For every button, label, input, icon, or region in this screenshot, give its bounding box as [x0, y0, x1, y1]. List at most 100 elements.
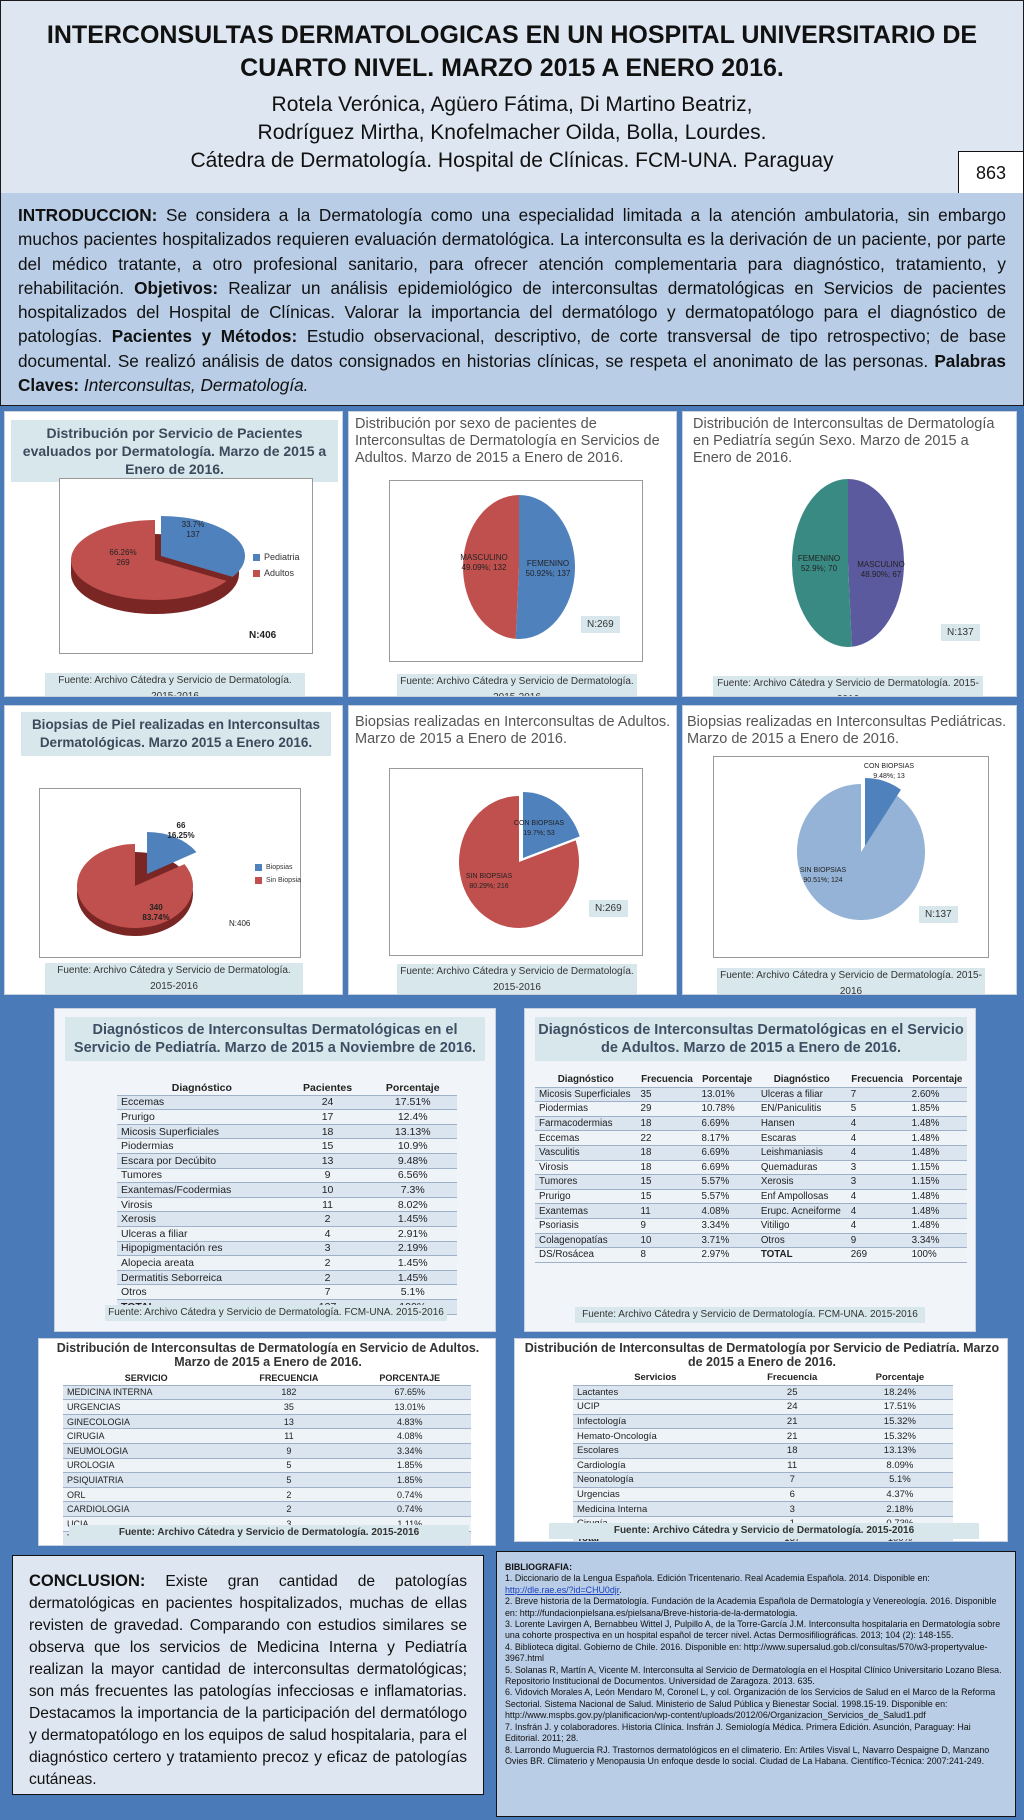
table-cell: 15.32%: [846, 1414, 953, 1430]
table-cell: 2: [286, 1211, 369, 1227]
table-row: Colagenopatías 10 3.71% Otros 9 3.34%: [535, 1233, 967, 1249]
table-cell: 15: [636, 1189, 698, 1205]
table-cell: 2: [229, 1487, 349, 1503]
reference-item: 8. Larrondo Muguercia RJ. Trastornos der…: [505, 1744, 990, 1766]
table-cell: 17: [286, 1109, 369, 1125]
legend-label: Biopsias: [266, 864, 293, 871]
table-cell: Psoriasis: [535, 1218, 637, 1234]
table-cell: Alopecia areata: [117, 1255, 287, 1271]
table-cell: 1.15%: [907, 1160, 967, 1176]
table-cell: 4: [846, 1218, 908, 1234]
table-cell: 17.51%: [368, 1095, 457, 1111]
reference-link[interactable]: http://dle.rae.es/?id=CHU0djr: [505, 1584, 620, 1595]
table-cell: 3: [737, 1501, 847, 1517]
table-cell: Piodermias: [117, 1138, 287, 1154]
table-cell: 4: [846, 1203, 908, 1219]
pie-slice-label: CON BIOPSIAS 9.48%; 13: [863, 763, 915, 780]
table-cell: 4.83%: [348, 1414, 471, 1430]
pie-chart-panel-biopsias-adultos: Biopsias realizadas en Interconsultas de…: [348, 705, 677, 995]
table-cell: 9.48%: [368, 1153, 457, 1169]
table-cell: 8.02%: [368, 1197, 457, 1213]
table-cell: 6.56%: [368, 1168, 457, 1184]
table-row: Vasculitis 18 6.69% Leishmaniasis 4 1.48%: [535, 1145, 967, 1161]
chart-n-label: N:137: [941, 624, 980, 641]
bibliography-heading: BIBLIOGRAFIA:: [505, 1562, 573, 1572]
table-cell: 18: [286, 1124, 369, 1140]
poster-number: 863: [958, 151, 1024, 195]
table-cell: 9: [286, 1168, 369, 1184]
reference-text: 1. Diccionario de la Lengua Española. Ed…: [505, 1573, 930, 1584]
table-cell: Exantemas/Fcodermias: [117, 1182, 287, 1198]
methods-label: Pacientes y Métodos:: [111, 326, 298, 347]
table-cell: 22: [636, 1130, 698, 1146]
pie-chart: [792, 479, 905, 647]
chart-title: Distribución por Servicio de Pacientes e…: [11, 420, 338, 482]
table-cell: 25: [737, 1385, 847, 1401]
table-cell: 8: [636, 1247, 698, 1263]
pie-chart-panel-servicio: Distribución por Servicio de Pacientes e…: [4, 411, 343, 697]
chart-title: Distribución de Interconsultas de Dermat…: [693, 416, 995, 466]
table-cell: Virosis: [117, 1197, 287, 1213]
table-cell: 7: [846, 1087, 908, 1103]
poster-header: INTERCONSULTAS DERMATOLOGICAS EN UN HOSP…: [0, 0, 1024, 195]
legend-swatch: [253, 569, 260, 577]
chart-legend: Biopsias Sin Biopsia: [255, 864, 301, 890]
pie-slice-label: 340 83.74%: [142, 903, 170, 922]
legend-swatch: [255, 864, 262, 871]
pie-chart-panel-sexo-adultos: Distribución por sexo de pacientes de In…: [348, 411, 677, 697]
table-row: ORL 2 0.74%: [63, 1487, 471, 1503]
authors-line-1: Rotela Verónica, Agüero Fátima, Di Marti…: [271, 93, 753, 116]
chart-source: Fuente: Archivo Cátedra y Servicio de De…: [397, 674, 637, 696]
table-cell: Prurigo: [535, 1189, 637, 1205]
table-cell: 1.48%: [907, 1116, 967, 1132]
table-cell: 5.1%: [368, 1284, 457, 1300]
chart-n-label: N:406: [249, 630, 277, 641]
table-cell: 3.71%: [697, 1233, 757, 1249]
table-cell: 5.57%: [697, 1174, 757, 1190]
table-row: Cardiología 11 8.09%: [573, 1458, 953, 1474]
table-cell: 18: [636, 1145, 698, 1161]
table-row: Exantemas/Fcodermias 10 7.3%: [117, 1182, 457, 1198]
table-row: NEUMOLOGIA 9 3.34%: [63, 1443, 471, 1459]
table-row: Farmacodermias 18 6.69% Hansen 4 1.48%: [535, 1116, 967, 1132]
table-cell: 18: [636, 1160, 698, 1176]
chart-source: Fuente: Archivo Cátedra y Servicio de De…: [713, 676, 983, 696]
methods-text: Estudio observacional, descriptivo, de c…: [18, 326, 1007, 371]
legend-item: Adultos: [253, 568, 300, 578]
table-cell: 5: [229, 1472, 349, 1488]
table-cell: 5.1%: [846, 1472, 953, 1488]
table-row: CIRUGIA 11 4.08%: [63, 1428, 471, 1444]
table-cell: 67.65%: [348, 1385, 471, 1401]
table-cell: 1.85%: [348, 1458, 471, 1474]
table-cell: 2: [286, 1255, 369, 1271]
table-header-cell: Diagnóstico: [535, 1073, 637, 1088]
intro-label: INTRODUCCION:: [18, 205, 158, 225]
table-cell: 1.45%: [368, 1211, 457, 1227]
table-row: Alopecia areata 2 1.45%: [117, 1255, 457, 1271]
table-header-cell: Servicios: [573, 1371, 738, 1386]
table-cell: 21: [737, 1414, 847, 1430]
table-cell: 269: [846, 1247, 908, 1263]
table-title: Distribución de Interconsultas de Dermat…: [524, 1341, 1000, 1369]
table-cell: 10.78%: [697, 1101, 757, 1117]
pie-slice-label: FEMENINO 52.9%; 70: [797, 554, 841, 573]
table-cell: 4.08%: [348, 1428, 471, 1444]
table-row: Dermatitis Seborreica 2 1.45%: [117, 1270, 457, 1286]
table-cell: 4: [846, 1116, 908, 1132]
pie-chart-panel-biopsias-pediatria: Biopsias realizadas en Interconsultas Pe…: [682, 705, 1017, 995]
table-cell: 4: [846, 1130, 908, 1146]
table-cell: 3: [846, 1160, 908, 1176]
table-source: Fuente: Archivo Cátedra y Servicio de De…: [549, 1523, 979, 1539]
table-cell: 29: [636, 1101, 698, 1117]
table-header-cell: Porcentaje: [846, 1371, 953, 1386]
table-cell: 3.34%: [348, 1443, 471, 1459]
table-cell: 24: [286, 1095, 369, 1111]
table-cell: 12.4%: [368, 1109, 457, 1125]
table-cell: 100%: [907, 1247, 967, 1263]
data-table: Diagnóstico Pacientes Porcentaje Eccemas 24 1…: [117, 1081, 457, 1315]
table-cell: 35: [229, 1399, 349, 1415]
table-cell: 4: [286, 1226, 369, 1242]
table-row: Tumores 15 5.57% Xerosis 3 1.15%: [535, 1174, 967, 1190]
table-cell: 9: [636, 1218, 698, 1234]
table-cell: 9: [846, 1233, 908, 1249]
